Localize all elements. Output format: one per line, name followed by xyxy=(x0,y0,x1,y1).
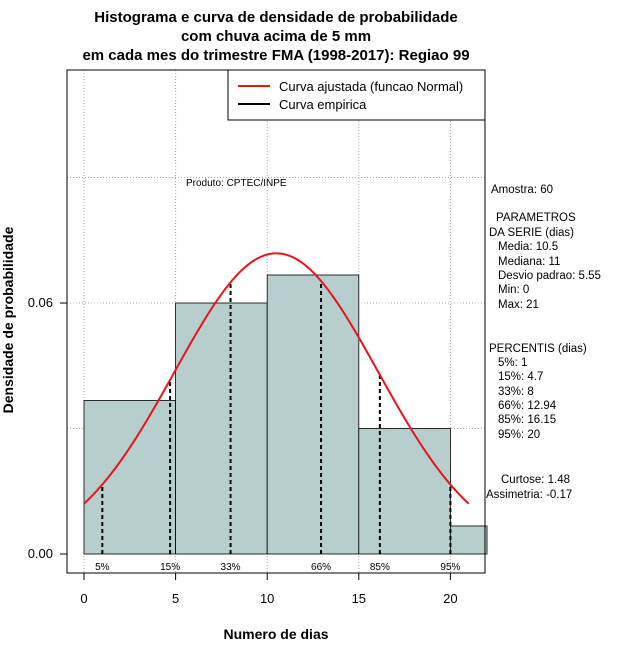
stat-skewness: Assimetria: -0.17 xyxy=(486,489,572,501)
stat-p95: 95%: 20 xyxy=(498,429,540,441)
histogram-bar xyxy=(358,428,451,555)
histogram-bar xyxy=(83,400,176,555)
stat-p66: 66%: 12.94 xyxy=(498,400,557,412)
chart-title-line-2: com chuva acima de 5 mm xyxy=(181,28,371,45)
stat-params-heading: PARAMETROS xyxy=(496,212,576,224)
stat-p85: 85%: 16.15 xyxy=(498,414,556,426)
histogram-bar xyxy=(449,525,488,555)
stat-stddev: Desvio padrao: 5.55 xyxy=(498,270,601,282)
stat-p15: 15%: 4.7 xyxy=(498,371,543,383)
stat-p33: 33%: 8 xyxy=(498,386,534,398)
product-annotation: Produto: CPTEC/INPE xyxy=(186,178,287,189)
histogram-bar xyxy=(175,302,268,555)
x-tick-label: 10 xyxy=(260,591,274,606)
histogram-bar xyxy=(266,274,360,555)
percentile-label: 15% xyxy=(160,562,180,573)
percentile-label: 95% xyxy=(440,562,460,573)
x-tick-label: 5 xyxy=(172,591,179,606)
x-tick-label: 15 xyxy=(352,591,366,606)
y-tick-label: 0.00 xyxy=(28,546,53,561)
stat-sample-size: Amostra: 60 xyxy=(491,184,553,196)
legend-label-normal: Curva ajustada (funcao Normal) xyxy=(279,79,463,94)
percentile-label: 5% xyxy=(95,562,110,573)
chart-title-line-3: em cada mes do trimestre FMA (1998-2017)… xyxy=(82,47,469,64)
x-tick-label: 20 xyxy=(443,591,457,606)
legend-box xyxy=(227,69,486,121)
density-curves xyxy=(83,252,470,505)
stat-percentiles-heading: PERCENTIS (dias) xyxy=(489,343,587,355)
y-axis-label: Densidade de probabilidade xyxy=(0,226,16,413)
percentile-label: 66% xyxy=(311,562,331,573)
y-tick-label: 0.06 xyxy=(28,295,53,310)
stat-min: Min: 0 xyxy=(498,284,529,296)
statistics-panel: Amostra: 60 PARAMETROS DA SERIE (dias) M… xyxy=(486,184,601,501)
percentile-label: 85% xyxy=(370,562,390,573)
legend: Curva ajustada (funcao Normal) Curva emp… xyxy=(227,69,486,121)
histogram-bars xyxy=(83,274,488,555)
stat-max: Max: 21 xyxy=(498,299,539,311)
stat-kurtosis: Curtose: 1.48 xyxy=(501,474,570,486)
stat-median: Mediana: 11 xyxy=(498,256,560,268)
stat-p5: 5%: 1 xyxy=(498,357,527,369)
axes: 0 5 10 15 20 0.00 0.06 xyxy=(28,295,458,606)
stat-mean: Media: 10.5 xyxy=(498,241,558,253)
legend-label-empirical: Curva empirica xyxy=(279,97,367,112)
percentile-lines: 5% 15% 33% 66% 85% 95% xyxy=(95,281,461,573)
x-tick-label: 0 xyxy=(80,591,87,606)
chart-title-line-1: Histograma e curva de densidade de proba… xyxy=(94,9,457,26)
fitted-normal-curve xyxy=(83,252,470,505)
percentile-label: 33% xyxy=(221,562,241,573)
x-axis-label: Numero de dias xyxy=(223,626,328,642)
stat-params-subheading: DA SERIE (dias) xyxy=(489,227,574,239)
